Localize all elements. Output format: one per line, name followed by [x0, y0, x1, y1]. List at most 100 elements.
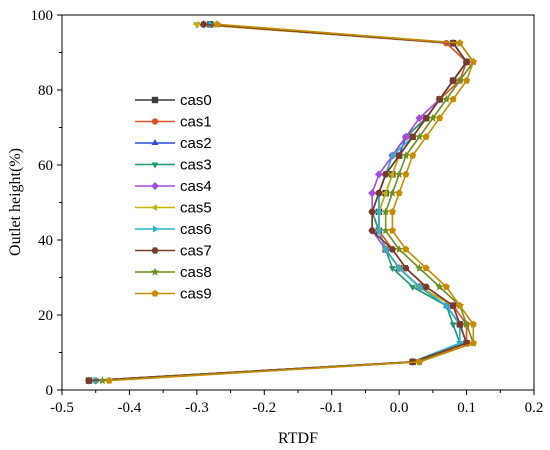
legend-label: cas1: [180, 114, 212, 131]
data-point-cas9: [469, 339, 477, 347]
y-tick-label: 80: [38, 83, 53, 99]
data-point-cas6: [444, 302, 451, 310]
legend-label: cas9: [180, 286, 212, 303]
data-point-cas3: [409, 284, 417, 291]
data-point-cas9: [469, 58, 477, 65]
data-point-cas9: [402, 170, 410, 178]
legend-swatch-marker: [151, 182, 159, 190]
legend-label: cas8: [180, 264, 212, 281]
data-point-cas7: [395, 152, 403, 159]
series-line-cas6: [95, 23, 468, 382]
data-point-cas9: [415, 358, 423, 365]
data-point-cas7: [462, 58, 471, 65]
series-cas5: [84, 20, 469, 385]
data-point-cas8: [388, 188, 397, 197]
y-tick-label: 40: [38, 233, 53, 249]
series-cas8: [98, 19, 478, 385]
series-cas6: [93, 20, 471, 385]
series-line-cas1: [95, 23, 468, 382]
legend-item-cas3: cas3: [135, 157, 212, 174]
data-point-cas7: [200, 21, 208, 28]
series-line-cas3: [95, 23, 468, 382]
data-point-cas9: [463, 76, 471, 84]
data-point-cas8: [401, 151, 411, 160]
legend-item-cas8: cas8: [135, 264, 212, 281]
data-point-cas9: [105, 376, 113, 384]
data-point-cas6: [376, 208, 383, 216]
data-point-cas5: [192, 20, 199, 28]
legend-item-cas1: cas1: [135, 114, 212, 131]
data-point-cas7: [422, 283, 430, 290]
legend-item-cas6: cas6: [135, 221, 212, 238]
y-axis-title: Outlet height(%): [7, 148, 24, 256]
data-point-cas7: [382, 171, 390, 178]
legend-item-cas0: cas0: [135, 92, 212, 109]
y-tick-label: 0: [46, 383, 54, 399]
x-tick-label: -0.2: [252, 400, 276, 416]
series-cas4: [84, 20, 471, 385]
legend-swatch-marker: [150, 267, 160, 276]
series-cas9: [105, 20, 477, 384]
data-point-cas9: [388, 208, 396, 215]
y-tick-label: 60: [38, 158, 53, 174]
x-tick-label: -0.5: [50, 400, 74, 416]
data-point-cas4: [368, 189, 377, 198]
legend-label: cas5: [180, 200, 212, 217]
x-axis-ticks: -0.5 -0.4 -0.3 -0.2 -0.1 0.0 0.1 0.2: [50, 390, 543, 416]
series-cas7: [85, 21, 471, 384]
legend-swatch-marker: [151, 289, 159, 297]
data-point-cas7: [368, 208, 376, 215]
data-point-cas9: [449, 95, 457, 103]
data-point-cas7: [449, 302, 457, 309]
legend: cas0 cas1 cas2 cas3 cas4 cas5 cas6 cas7 cas8 cas9: [135, 92, 212, 303]
x-tick-label: -0.4: [118, 400, 142, 416]
data-point-cas7: [402, 265, 410, 272]
data-point-cas8: [455, 76, 465, 85]
legend-item-cas7: cas7: [135, 243, 212, 260]
data-point-cas5: [388, 170, 395, 178]
data-point-cas8: [415, 263, 424, 272]
legend-swatch-marker: [151, 247, 159, 254]
series-line-cas4: [88, 23, 468, 382]
data-point-cas9: [456, 39, 464, 47]
legend-label: cas2: [180, 135, 212, 152]
plot-series: [84, 19, 478, 385]
series-line-cas8: [102, 23, 475, 382]
data-point-cas8: [394, 169, 404, 178]
series-line-cas7: [88, 23, 468, 382]
data-point-cas9: [442, 283, 450, 290]
legend-item-cas2: cas2: [135, 135, 212, 152]
data-point-cas9: [388, 226, 396, 234]
series-cas3: [92, 22, 471, 385]
data-point-cas9: [456, 301, 464, 309]
legend-swatch-marker: [151, 96, 159, 104]
legend-swatch-marker: [151, 204, 157, 211]
data-point-cas4: [374, 170, 383, 179]
legend-swatch-marker: [153, 225, 159, 233]
legend-label: cas4: [180, 178, 212, 195]
y-tick-label: 20: [38, 308, 53, 324]
x-axis-title: RTDF: [278, 430, 318, 447]
data-point-cas4: [415, 114, 424, 123]
data-point-cas7: [456, 321, 464, 328]
data-point-cas9: [213, 20, 221, 28]
data-point-cas7: [368, 227, 376, 234]
data-point-cas7: [85, 377, 93, 384]
data-point-cas6: [417, 283, 424, 291]
data-point-cas8: [428, 113, 438, 122]
data-point-cas9: [469, 320, 477, 328]
legend-swatch-marker: [151, 162, 159, 169]
legend-label: cas0: [180, 92, 212, 109]
data-point-cas6: [376, 227, 383, 235]
data-point-cas9: [402, 245, 410, 253]
data-point-cas5: [381, 189, 388, 197]
data-point-cas7: [409, 133, 417, 140]
legend-swatch-marker: [151, 118, 159, 125]
data-point-cas7: [375, 190, 383, 197]
data-point-cas8: [462, 319, 471, 328]
data-point-cas8: [442, 94, 451, 103]
data-point-cas9: [436, 114, 444, 122]
data-point-cas8: [394, 244, 404, 253]
legend-label: cas7: [180, 243, 212, 260]
